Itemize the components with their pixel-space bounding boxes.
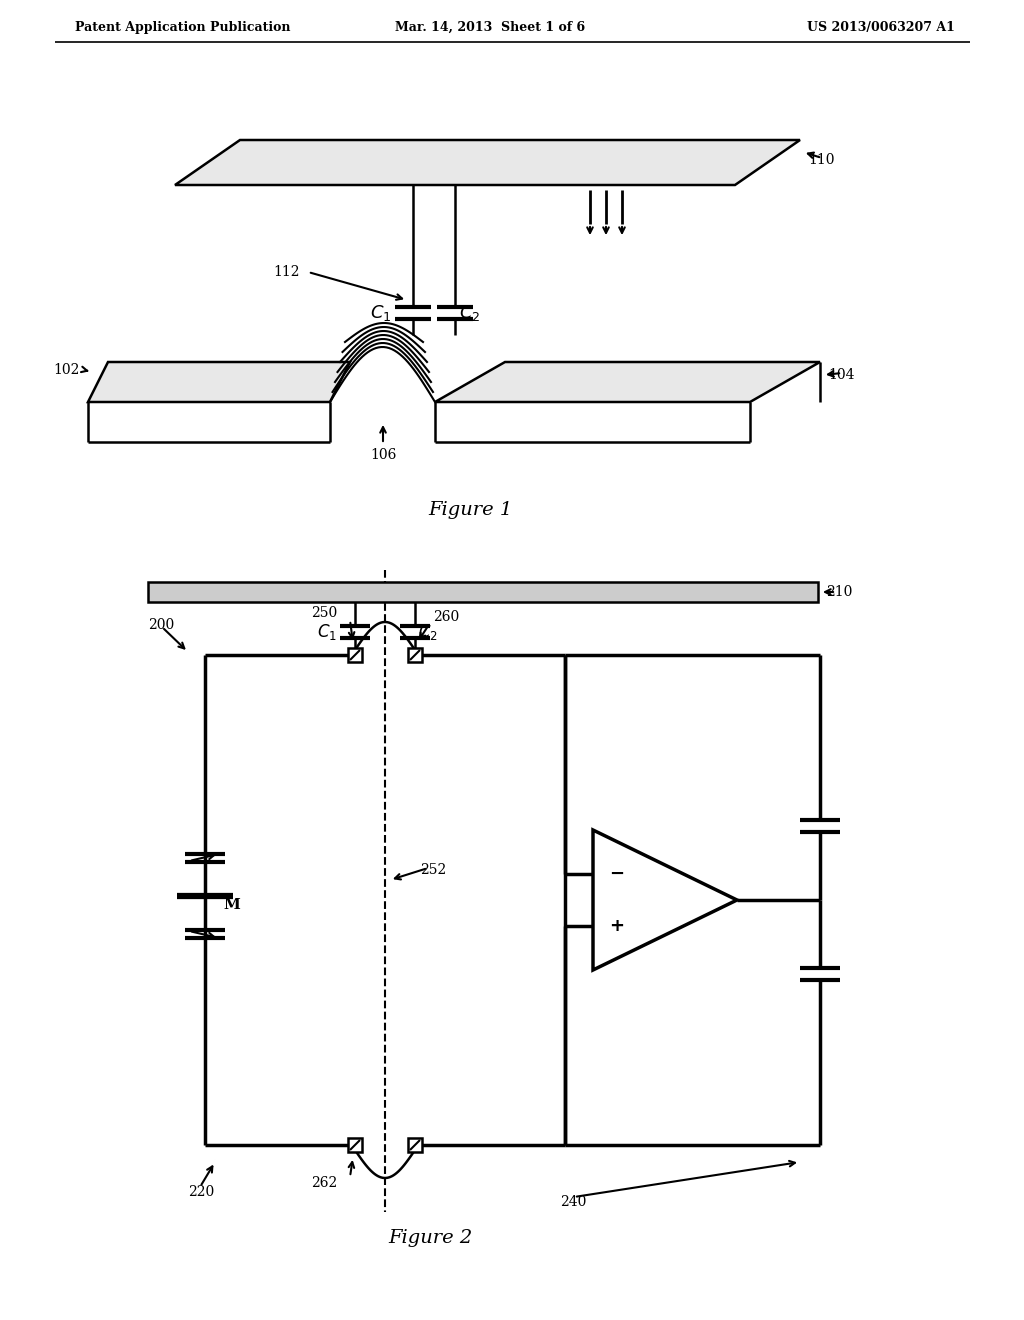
Text: 260: 260 — [433, 610, 459, 624]
Text: −: − — [609, 865, 625, 883]
Text: Figure 2: Figure 2 — [388, 1229, 472, 1247]
Text: Mar. 14, 2013  Sheet 1 of 6: Mar. 14, 2013 Sheet 1 of 6 — [395, 21, 585, 33]
Text: 104: 104 — [828, 368, 854, 381]
Text: +: + — [609, 917, 625, 935]
Text: M: M — [223, 898, 240, 912]
Text: 262: 262 — [310, 1176, 337, 1191]
Polygon shape — [593, 830, 737, 970]
Text: 250: 250 — [310, 606, 337, 620]
Text: 106: 106 — [370, 447, 396, 462]
Bar — [348, 648, 362, 663]
Text: $C_2$: $C_2$ — [459, 304, 480, 323]
Text: US 2013/0063207 A1: US 2013/0063207 A1 — [807, 21, 955, 33]
Text: $C_2$: $C_2$ — [418, 622, 438, 642]
Text: 112: 112 — [273, 265, 300, 279]
Bar — [148, 582, 818, 602]
Bar — [408, 648, 422, 663]
Polygon shape — [88, 362, 350, 403]
Text: $C_1$: $C_1$ — [317, 622, 337, 642]
Polygon shape — [175, 140, 800, 185]
Text: 252: 252 — [420, 863, 446, 876]
Text: 200: 200 — [148, 618, 174, 632]
Text: 220: 220 — [188, 1185, 214, 1199]
Bar — [348, 1138, 362, 1152]
Text: Patent Application Publication: Patent Application Publication — [75, 21, 291, 33]
Text: 102: 102 — [53, 363, 80, 378]
Bar — [408, 1138, 422, 1152]
Text: $C_1$: $C_1$ — [370, 304, 391, 323]
Polygon shape — [435, 362, 820, 403]
Text: 240: 240 — [560, 1195, 587, 1209]
Text: 110: 110 — [808, 153, 835, 168]
Text: Figure 1: Figure 1 — [428, 502, 512, 519]
Text: 210: 210 — [826, 585, 852, 599]
